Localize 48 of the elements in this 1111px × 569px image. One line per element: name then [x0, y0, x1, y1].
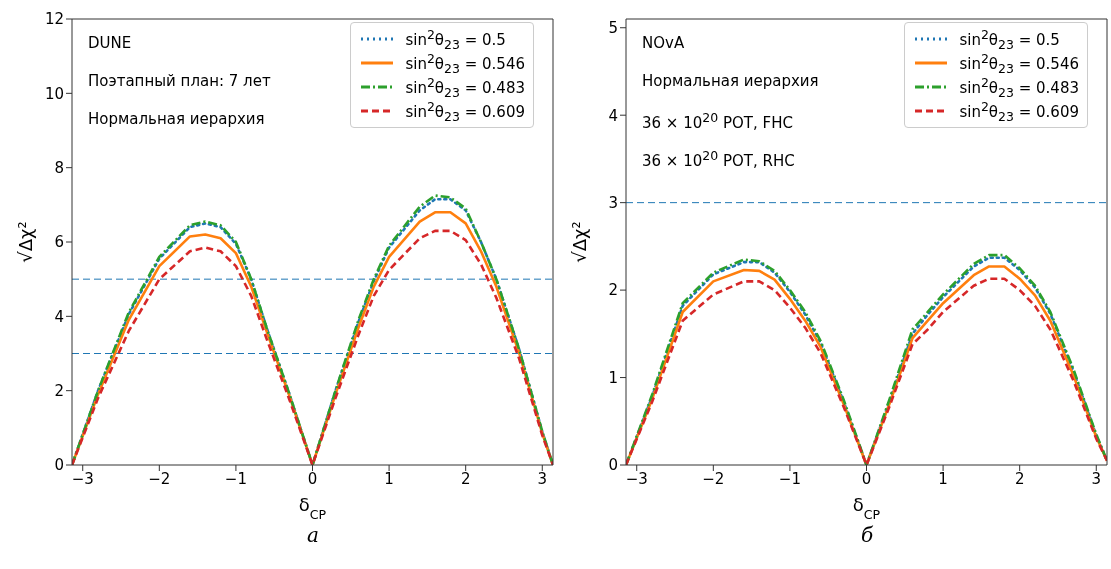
annotation: Нормальная иерархия: [642, 72, 819, 90]
annotation: Нормальная иерархия: [88, 110, 265, 128]
x-tick-label: 1: [384, 469, 394, 488]
legend-label: sin$^{2}$θ$_{23}$ = 0.5: [959, 26, 1060, 52]
annotation: DUNE: [88, 34, 132, 52]
y-tick-label: 6: [54, 233, 64, 252]
x-tick-label: −1: [778, 469, 801, 488]
y-tick-label: 12: [44, 10, 64, 29]
y-tick-label: 2: [608, 281, 618, 300]
annotation: Поэтапный план: 7 лет: [88, 72, 271, 90]
x-tick-label: −3: [71, 469, 94, 488]
x-tick-label: −2: [148, 469, 171, 488]
x-tick-label: 3: [1091, 469, 1102, 488]
y-tick-label: 5: [608, 19, 618, 38]
y-tick-label: 4: [54, 307, 64, 326]
x-axis-title: δ$_{CP}$: [298, 494, 327, 522]
y-tick-label: 0: [54, 456, 64, 475]
annotation: 36 × 10$^{20}$ POT, RHC: [642, 148, 795, 170]
legend-label: sin$^{2}$θ$_{23}$ = 0.609: [959, 98, 1079, 124]
x-tick-label: 3: [537, 469, 548, 488]
text: а: [307, 523, 319, 547]
x-tick-label: 1: [938, 469, 948, 488]
y-tick-label: 10: [44, 84, 64, 103]
y-tick-label: 0: [608, 456, 618, 475]
annotation: 36 × 10$^{20}$ POT, FHC: [642, 110, 793, 132]
legend-label: sin$^{2}$θ$_{23}$ = 0.546: [405, 50, 525, 76]
x-tick-label: 0: [861, 469, 872, 488]
x-tick-label: −2: [702, 469, 725, 488]
y-tick-label: 1: [608, 368, 618, 387]
y-axis-title: √Δχ²: [569, 221, 590, 263]
x-tick-label: 0: [307, 469, 318, 488]
annotation: NOvA: [642, 34, 685, 52]
legend-label: sin$^{2}$θ$_{23}$ = 0.5: [405, 26, 506, 52]
legend-label: sin$^{2}$θ$_{23}$ = 0.483: [959, 74, 1079, 100]
y-tick-label: 3: [608, 193, 618, 212]
y-tick-label: 2: [54, 381, 64, 400]
legend-label: sin$^{2}$θ$_{23}$ = 0.546: [959, 50, 1079, 76]
y-axis-title: √Δχ²: [15, 221, 36, 263]
y-tick-label: 8: [54, 158, 64, 177]
legend-label: sin$^{2}$θ$_{23}$ = 0.483: [405, 74, 525, 100]
x-tick-label: 2: [1014, 469, 1025, 488]
x-tick-label: −1: [224, 469, 247, 488]
legend-label: sin$^{2}$θ$_{23}$ = 0.609: [405, 98, 525, 124]
x-tick-label: −3: [625, 469, 648, 488]
x-axis-title: δ$_{CP}$: [852, 494, 881, 522]
y-tick-label: 4: [608, 106, 618, 125]
text: б: [860, 523, 874, 547]
x-tick-label: 2: [460, 469, 471, 488]
